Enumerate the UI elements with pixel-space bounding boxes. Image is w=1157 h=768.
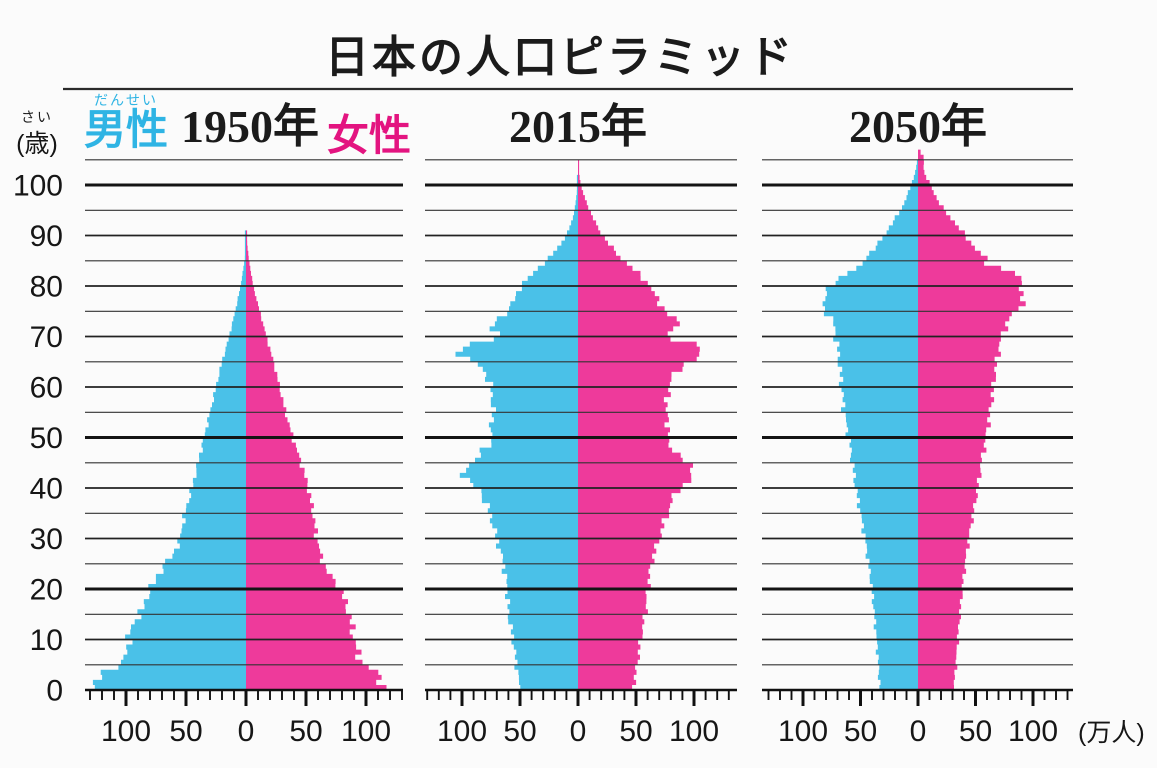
age-tick-label-50: 50 [30,422,63,455]
pyramid-shapes-layer [92,149,1026,691]
pyramid-female-1950年 [246,230,387,690]
age-tick-label-70: 70 [30,321,63,354]
axes-layer [85,688,1073,706]
population-tick-label: 100 [669,715,719,748]
panel-year-2015: 2015年 [509,101,647,152]
x-axis-unit-label: (万人) [1078,719,1145,747]
population-tick-label: 100 [101,715,151,748]
age-tick-label-60: 60 [30,372,63,405]
panel-year-1950: 1950年 [181,101,319,152]
age-tick-label-100: 100 [13,170,63,203]
population-tick-label: 50 [289,715,322,748]
population-tick-label: 50 [619,715,652,748]
legend-male-label: 男性 [84,107,168,154]
age-tick-label-40: 40 [30,473,63,506]
population-tick-label: 100 [341,715,391,748]
age-tick-label-80: 80 [30,271,63,304]
panel-year-2050: 2050年 [849,101,987,152]
pyramid-female-2015年 [578,159,700,691]
legend-female-label: 女性 [327,113,411,160]
pyramid-female-2050年 [918,149,1026,691]
gridlines-layer [85,159,1073,666]
population-tick-label: 100 [1008,715,1058,748]
y-axis-unit-label: (歳) [16,130,58,158]
population-tick-label: 50 [169,715,202,748]
population-tick-label: 100 [437,715,487,748]
axis-labels-layer: 100 50 0 50 100 100 50 0 50 100 100 50 0 50 1001009080… [13,170,1058,749]
y-axis-unit-furigana: さい [21,109,53,125]
chart-title: 日本の人口ピラミッド [325,33,795,82]
pyramid-male-1950年 [92,230,247,690]
population-tick-label: 50 [503,715,536,748]
age-tick-label-30: 30 [30,523,63,556]
population-tick-label: 50 [844,715,877,748]
population-tick-label: 0 [910,715,927,748]
population-tick-label: 0 [238,715,255,748]
age-tick-label-10: 10 [30,624,63,657]
population-tick-label: 100 [778,715,828,748]
pyramid-male-2050年 [822,159,918,691]
age-tick-label-0: 0 [46,675,63,708]
age-tick-label-90: 90 [30,220,63,253]
population-tick-label: 0 [570,715,587,748]
pyramid-male-2015年 [455,174,578,690]
population-tick-label: 50 [959,715,992,748]
legend-male-furigana: だんせい [94,92,158,108]
age-tick-label-20: 20 [30,574,63,607]
